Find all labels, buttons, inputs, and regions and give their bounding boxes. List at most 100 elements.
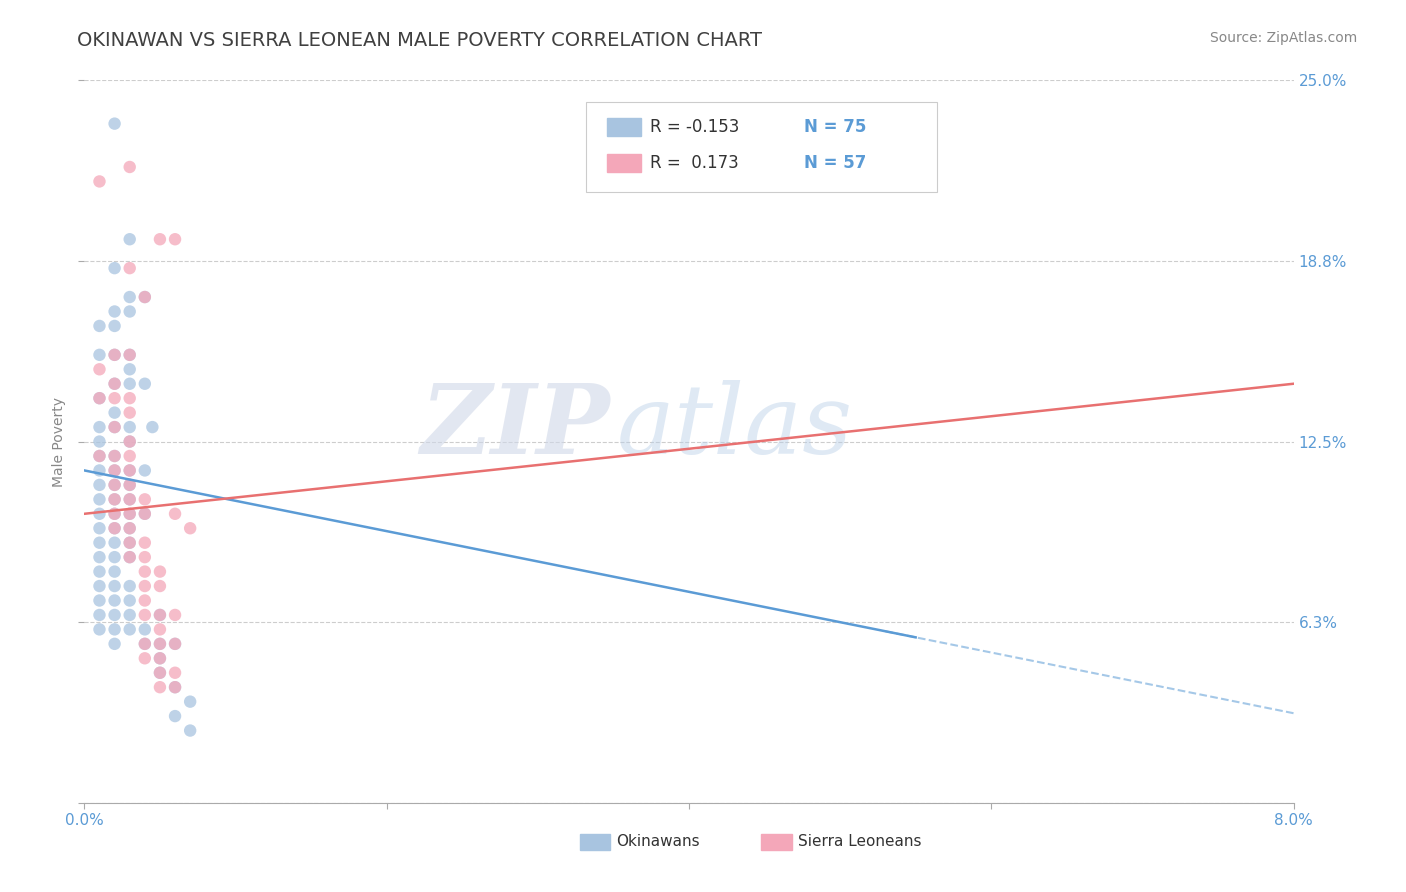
Point [89,174,111,188]
Point [149,579,172,593]
Point [104,391,127,405]
Bar [607,154,641,172]
Point [134,535,156,549]
Point [104,507,127,521]
Point [165,637,187,651]
Point [104,406,127,420]
Point [89,593,111,607]
Point [165,680,187,694]
Point [104,117,127,131]
Point [89,318,111,333]
Point [165,665,187,680]
Point [104,535,127,549]
Point [118,579,141,593]
Point [118,290,141,304]
Point [104,261,127,276]
Point [104,449,127,463]
Point [165,637,187,651]
Point [134,565,156,579]
Text: N = 75: N = 75 [804,119,866,136]
Point [118,550,141,565]
Point [149,665,172,680]
Point [118,463,141,477]
Point [118,434,141,449]
Point [89,420,111,434]
Point [89,391,111,405]
Bar [581,834,610,850]
Point [118,550,141,565]
Point [134,623,156,637]
Point [118,232,141,246]
Point [89,348,111,362]
Point [118,507,141,521]
Point [89,535,111,549]
Point [104,607,127,622]
Point [104,507,127,521]
Point [149,637,172,651]
Point [149,637,172,651]
Point [104,348,127,362]
Point [118,463,141,477]
Point [179,521,201,535]
Point [118,348,141,362]
Point [134,550,156,565]
Point [134,637,156,651]
Point [134,492,156,507]
Point [104,318,127,333]
Point [134,607,156,622]
Point [104,565,127,579]
Point [134,463,156,477]
Point [134,637,156,651]
Y-axis label: Male Poverty: Male Poverty [52,397,66,486]
Point [141,420,163,434]
Point [104,463,127,477]
Point [118,607,141,622]
Point [149,651,172,665]
Point [134,507,156,521]
Point [104,521,127,535]
Point [104,420,127,434]
Point [118,406,141,420]
Point [149,651,172,665]
Point [104,579,127,593]
Point [149,232,172,246]
Text: Source: ZipAtlas.com: Source: ZipAtlas.com [1209,31,1357,45]
Point [134,579,156,593]
Point [118,535,141,549]
Point [149,680,172,694]
Bar [607,118,641,136]
FancyBboxPatch shape [586,102,936,193]
Point [89,449,111,463]
Point [104,449,127,463]
Point [89,623,111,637]
Point [134,290,156,304]
Text: N = 57: N = 57 [804,153,866,171]
Point [179,723,201,738]
Point [118,362,141,376]
Point [118,420,141,434]
Point [104,376,127,391]
Point [134,507,156,521]
Point [149,607,172,622]
Point [118,261,141,276]
Point [149,15,172,29]
Point [89,391,111,405]
Point [118,391,141,405]
Point [165,607,187,622]
Point [149,623,172,637]
Point [118,160,141,174]
Point [118,434,141,449]
Point [104,304,127,318]
Point [89,449,111,463]
Point [118,376,141,391]
Point [149,607,172,622]
Point [104,593,127,607]
Point [118,535,141,549]
Point [104,348,127,362]
Point [134,651,156,665]
Text: R = -0.153: R = -0.153 [650,119,740,136]
Point [149,565,172,579]
Point [89,607,111,622]
Point [104,478,127,492]
Point [89,521,111,535]
